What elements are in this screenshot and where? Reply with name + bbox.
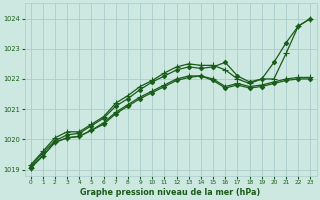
- X-axis label: Graphe pression niveau de la mer (hPa): Graphe pression niveau de la mer (hPa): [80, 188, 261, 197]
